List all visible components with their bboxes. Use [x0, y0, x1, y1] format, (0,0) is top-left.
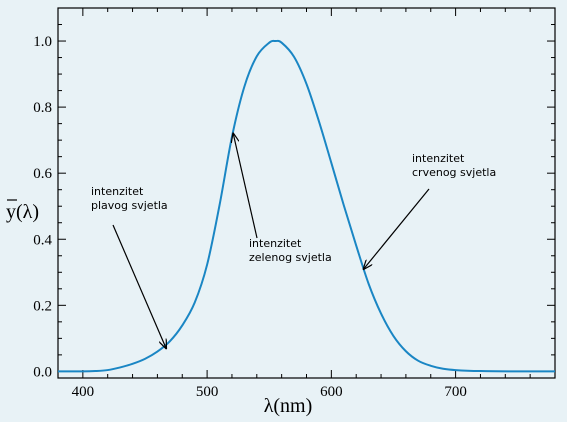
x-tick-label: 700	[444, 384, 467, 400]
x-tick-label: 600	[320, 384, 343, 400]
annotation: intenzitet crvenog svjetla	[364, 152, 496, 269]
annotation-arrow	[233, 134, 258, 239]
y-tick-label: 0.8	[33, 100, 52, 116]
y-tick-label: 0.4	[33, 232, 52, 248]
y-axis-label: y(λ)	[6, 201, 39, 223]
x-tick-label: 400	[72, 384, 95, 400]
annotation: intenzitet plavog svjetla	[91, 185, 168, 348]
annotation-arrow	[112, 224, 166, 348]
y-tick-label: 0.2	[33, 298, 52, 314]
y-tick-label: 0.0	[33, 364, 52, 380]
annotations: intenzitet plavog svjetla intenzitet zeleno…	[91, 134, 496, 349]
luminosity-curve	[57, 39, 556, 373]
annotation-arrow	[364, 188, 430, 269]
x-axis-label: λ(nm)	[264, 395, 313, 417]
annotation-text: intenzitet zelenog svjetla	[249, 237, 332, 264]
y-tick-label: 1.0	[33, 34, 52, 50]
tick-labels: 400 500 600 700 0.0 0.2 0.4 0.6 0.8 1.0	[33, 34, 467, 400]
annotation-text: intenzitet plavog svjetla	[91, 185, 168, 212]
annotation-text: intenzitet crvenog svjetla	[412, 152, 496, 179]
annotation: intenzitet zelenog svjetla	[233, 134, 332, 264]
axis-ticks	[57, 8, 556, 378]
y-tick-label: 0.6	[33, 166, 52, 182]
x-tick-label: 500	[196, 384, 219, 400]
